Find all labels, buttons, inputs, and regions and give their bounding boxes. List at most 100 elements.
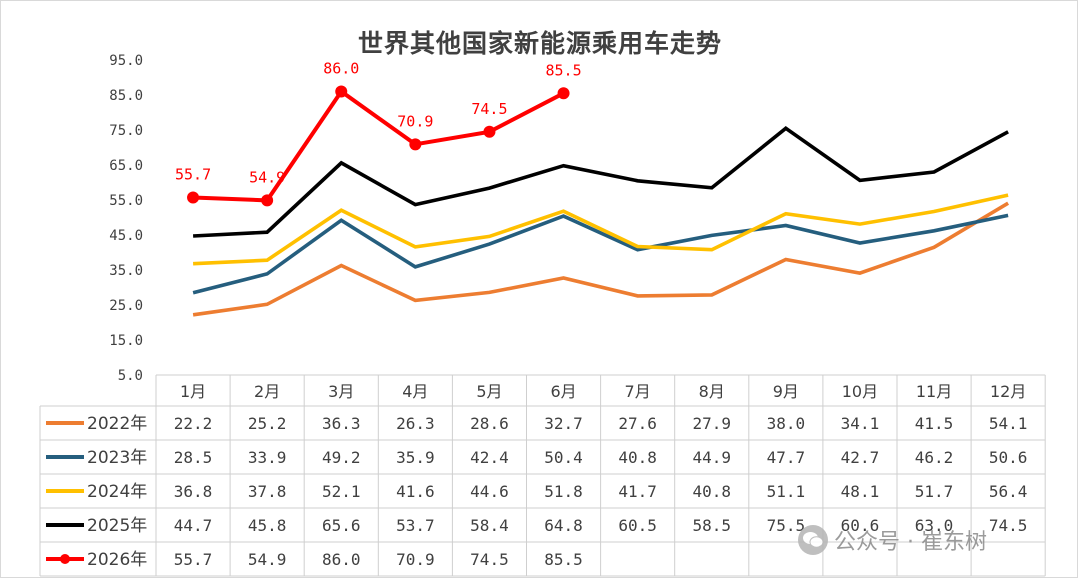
y-tick-label: 25.0	[109, 298, 143, 314]
table-cell: 64.8	[544, 516, 583, 535]
table-cell: 51.1	[767, 482, 806, 501]
x-tick-label: 11月	[916, 382, 952, 401]
x-tick-label: 4月	[402, 382, 428, 401]
x-tick-label: 1月	[180, 382, 206, 401]
series-marker	[187, 191, 200, 204]
y-tick-label: 75.0	[109, 123, 143, 139]
table-cell: 41.6	[396, 482, 435, 501]
table-cell: 35.9	[396, 448, 435, 467]
table-cell: 44.9	[692, 448, 731, 467]
table-cell: 65.6	[322, 516, 361, 535]
table-cell: 54.9	[248, 550, 287, 569]
series-line	[193, 88, 565, 203]
x-tick-label: 3月	[328, 382, 354, 401]
table-cell: 40.8	[692, 482, 731, 501]
table-cell: 42.4	[470, 448, 509, 467]
table-cell: 25.2	[248, 414, 287, 433]
x-tick-label: 9月	[773, 382, 799, 401]
table-cell: 58.4	[470, 516, 509, 535]
table-cell: 85.5	[544, 550, 583, 569]
x-tick-label: 8月	[699, 382, 725, 401]
legend-label: 2024年	[87, 482, 147, 502]
table-cell: 52.1	[322, 482, 361, 501]
table-cell: 53.7	[396, 516, 435, 535]
data-label: 54.9	[249, 168, 285, 186]
table-cell: 45.8	[248, 516, 287, 535]
y-tick-label: 5.0	[118, 368, 143, 384]
table-cell: 48.1	[841, 482, 880, 501]
series-marker	[335, 85, 348, 98]
table-cell: 51.8	[544, 482, 583, 501]
table-cell: 60.5	[618, 516, 657, 535]
x-tick-label: 6月	[550, 382, 576, 401]
legend-label: 2022年	[87, 414, 147, 434]
table-cell: 27.9	[692, 414, 731, 433]
table-cell: 47.7	[767, 448, 806, 467]
table-cell: 51.7	[915, 482, 954, 501]
y-tick-label: 65.0	[109, 158, 143, 174]
series-marker	[483, 125, 496, 138]
watermark-text: 公众号 · 崔东树	[834, 530, 987, 555]
watermark: 公众号 · 崔东树	[798, 524, 987, 556]
table-cell: 49.2	[322, 448, 361, 467]
x-tick-label: 7月	[625, 382, 651, 401]
table-cell: 86.0	[322, 550, 361, 569]
table-cell: 44.7	[174, 516, 213, 535]
chart-title: 世界其他国家新能源乘用车走势	[357, 29, 722, 58]
table-cell: 75.5	[767, 516, 806, 535]
series-line	[193, 193, 1009, 266]
table-cell: 28.6	[470, 414, 509, 433]
table-cell: 28.5	[174, 448, 213, 467]
x-tick-label: 5月	[476, 382, 502, 401]
series-lines	[187, 85, 1010, 317]
series-line	[192, 213, 1009, 295]
table-cell: 26.3	[396, 414, 435, 433]
table-cell: 38.0	[767, 414, 806, 433]
table-cell: 37.8	[248, 482, 287, 501]
table-cell: 60.6	[841, 516, 880, 535]
table-cell: 54.1	[989, 414, 1028, 433]
series-line	[192, 201, 1010, 317]
table-cell: 33.9	[248, 448, 287, 467]
y-tick-label: 45.0	[109, 228, 143, 244]
y-tick-label: 35.0	[109, 263, 143, 279]
data-label: 74.5	[471, 100, 507, 118]
table-cell: 63.0	[915, 516, 954, 535]
table-cell: 41.5	[915, 414, 954, 433]
table-cell: 27.6	[618, 414, 657, 433]
table-cell: 36.8	[174, 482, 213, 501]
legend-label: 2026年	[87, 550, 147, 570]
table-cell: 50.4	[544, 448, 583, 467]
data-label: 55.7	[175, 166, 211, 184]
data-label: 70.9	[397, 112, 433, 130]
data-table: 1月 2月 3月 4月 5月 6月 7月 8月 9月 10月 11月 12月 2022年 22.2 25.2…	[39, 374, 1046, 577]
table-cell: 32.7	[544, 414, 583, 433]
table-cell: 22.2	[174, 414, 213, 433]
table-cell: 42.7	[841, 448, 880, 467]
series-line	[193, 126, 1009, 238]
legend-marker	[60, 554, 70, 564]
series-marker	[409, 138, 422, 151]
series-marker	[557, 87, 570, 100]
table-cell: 55.7	[174, 550, 213, 569]
table-cell: 36.3	[322, 414, 361, 433]
table-cell: 46.2	[915, 448, 954, 467]
table-cell: 74.5	[989, 516, 1028, 535]
y-tick-label: 15.0	[109, 333, 143, 349]
data-label: 85.5	[545, 61, 581, 79]
table-cell: 44.6	[470, 482, 509, 501]
y-tick-label: 55.0	[109, 193, 143, 209]
table-cell: 50.6	[989, 448, 1028, 467]
y-axis-ticks: 95.0 85.0 75.0 65.0 55.0 45.0 35.0 25.0 15.0 5.0	[109, 53, 143, 384]
table-cell: 41.7	[618, 482, 657, 501]
data-labels: 55.7 54.9 86.0 70.9 74.5 85.5	[175, 60, 582, 187]
table-cell: 34.1	[841, 414, 880, 433]
legend-label: 2025年	[87, 516, 147, 536]
x-tick-label: 2月	[254, 382, 280, 401]
data-label: 86.0	[323, 60, 359, 78]
y-tick-label: 85.0	[109, 88, 143, 104]
x-tick-label: 10月	[842, 382, 878, 401]
table-cell: 74.5	[470, 550, 509, 569]
